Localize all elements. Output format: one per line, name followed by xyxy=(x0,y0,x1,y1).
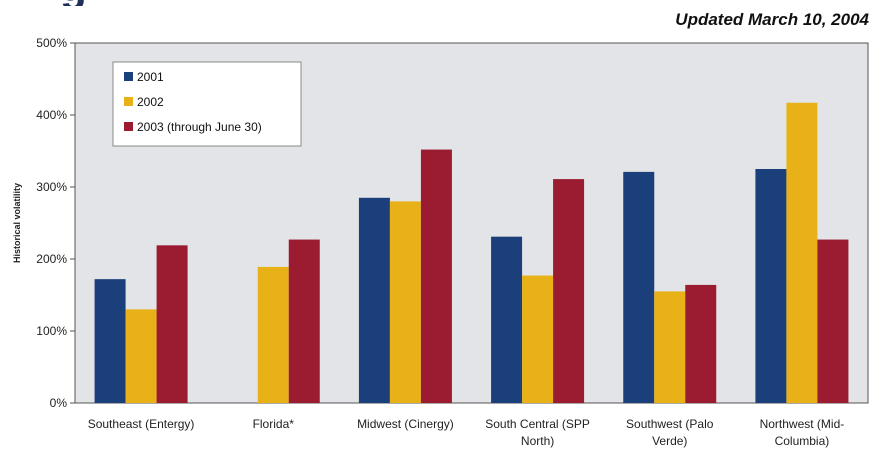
x-category-label: Midwest (Cinergy) xyxy=(357,417,454,431)
bars xyxy=(94,102,849,403)
legend: 2001 2002 2003 (through June 30) xyxy=(112,61,302,147)
x-category-label: Southeast (Entergy) xyxy=(88,417,195,431)
x-category-label: South Central (SPP xyxy=(485,417,590,431)
bar-2001-3 xyxy=(491,236,523,403)
bar-2001-4 xyxy=(623,171,655,403)
y-tick-label: 200% xyxy=(36,252,67,266)
bar-2003-2 xyxy=(420,149,452,403)
x-category-label: Florida* xyxy=(253,417,295,431)
bar-2001-2 xyxy=(358,197,390,403)
y-tick-label: 500% xyxy=(36,36,67,50)
bar-2003-4 xyxy=(685,284,717,403)
legend-box xyxy=(112,61,302,147)
bar-2002-1 xyxy=(257,266,289,403)
y-tick-label: 300% xyxy=(36,180,67,194)
y-tick-label: 100% xyxy=(36,324,67,338)
bar-2003-5 xyxy=(817,239,849,403)
legend-label: 2003 (through June 30) xyxy=(137,120,262,134)
y-axis: 0% 100% 200% 300% 400% 500% xyxy=(36,36,75,410)
legend-swatch xyxy=(124,122,133,131)
bar-2001-0 xyxy=(94,279,126,403)
updated-date: Updated March 10, 2004 xyxy=(675,10,869,29)
bar-2003-0 xyxy=(156,245,188,403)
legend-swatch xyxy=(124,72,133,81)
bar-2002-5 xyxy=(786,102,818,403)
title-fragment: g xyxy=(60,0,140,6)
y-tick-label: 0% xyxy=(50,396,68,410)
x-axis: Southeast (Entergy) Florida* Midwest (Cine… xyxy=(88,417,845,448)
x-category-label: Southwest (Palo xyxy=(626,417,714,431)
legend-label: 2001 xyxy=(137,70,164,84)
legend-label: 2002 xyxy=(137,95,164,109)
y-axis-label: Historical volatility xyxy=(12,183,22,263)
bar-2001-5 xyxy=(755,169,787,403)
y-tick-label: 400% xyxy=(36,108,67,122)
x-category-label: Columbia) xyxy=(775,434,830,448)
x-category-label: Northwest (Mid- xyxy=(760,417,845,431)
bar-2002-4 xyxy=(654,291,686,403)
bar-2002-3 xyxy=(522,275,554,403)
legend-swatch xyxy=(124,97,133,106)
x-category-label: Verde) xyxy=(652,434,687,448)
bar-2003-1 xyxy=(288,239,320,403)
bar-2002-0 xyxy=(125,309,157,403)
bar-2002-2 xyxy=(389,201,421,403)
bar-2003-3 xyxy=(553,179,585,403)
x-category-label: North) xyxy=(521,434,554,448)
